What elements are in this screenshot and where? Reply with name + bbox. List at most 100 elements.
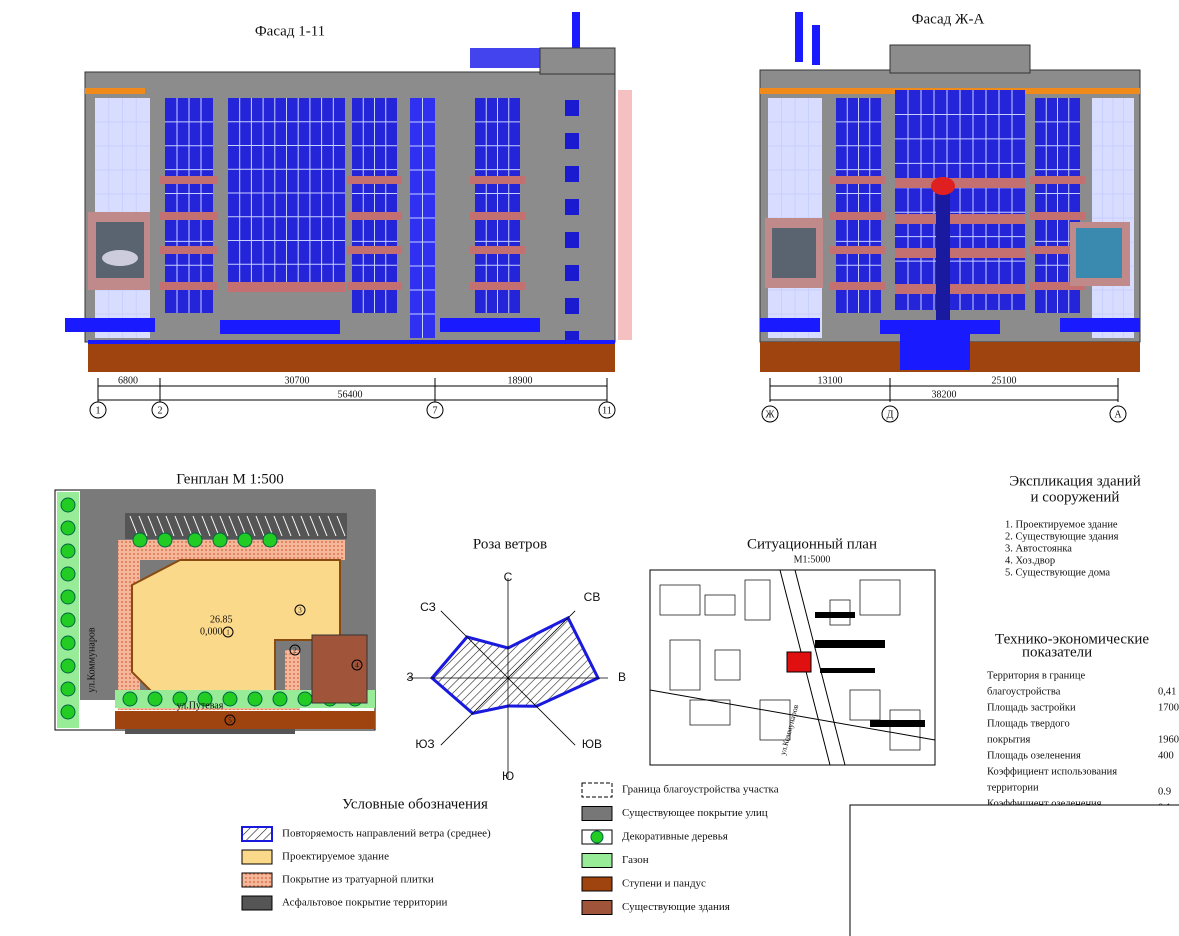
parking-stall [228,515,238,537]
legend-swatch [241,872,273,888]
legend-swatch [581,806,613,821]
axis-marker [761,405,779,423]
band [160,212,218,220]
direction-label: СВ [584,590,601,604]
dimension: 13100 [818,375,843,386]
parking-stall [201,515,211,537]
block [849,689,881,721]
axis-marker [89,401,107,419]
parking-stall [183,515,193,537]
wind-axis [507,610,576,679]
dimension: 30700 [285,375,310,386]
band [470,176,525,184]
explication-title: и сооружений [1031,489,1120,505]
axis-label: 1 [96,405,101,416]
marker-label: 4 [355,662,359,670]
axis-marker [426,401,444,419]
indicator-label: покрытия [987,734,1030,745]
block [714,649,741,681]
dimension: 25100 [992,375,1017,386]
band [160,176,218,184]
block [689,699,731,726]
wind-axis [440,677,509,746]
block [859,579,901,616]
axis-label: 7 [433,405,438,416]
tree [60,497,76,513]
band [895,178,1025,188]
axis-label: А [1114,409,1122,420]
tree [60,520,76,536]
existing-house [815,612,855,618]
sign [760,318,820,332]
parking-stall [192,515,202,537]
facade-trim [618,90,632,340]
billboard [772,228,816,278]
sign [1060,318,1140,332]
plinth [88,342,615,372]
billboard [1076,228,1122,278]
block [759,699,791,741]
marker-label: 2 [293,647,297,655]
window [565,232,579,248]
street-label: ул.Путевая [177,700,224,711]
tree [60,589,76,605]
tree [212,532,228,548]
dimension: 18900 [508,375,533,386]
elevation: 26.85 [210,614,233,625]
parking-stall [210,515,220,537]
explication-item: 5. Существующие дома [1005,567,1110,578]
existing-house [820,668,875,673]
parking-stall [273,515,283,537]
plan-marker [351,659,363,671]
street-edge [649,689,936,741]
tree [60,681,76,697]
wind-axis [507,677,576,746]
axis-label: 11 [602,405,612,416]
legend-swatch [581,782,613,798]
tree [297,691,313,707]
band [347,246,402,254]
tree [172,691,188,707]
facade-title: Фасад Ж-А [912,11,985,27]
parking-stall [246,515,256,537]
parking-stall [291,515,301,537]
title-block [849,804,1179,936]
tree [60,566,76,582]
wind-rose-title: Роза ветров [473,536,547,552]
band [1030,246,1085,254]
tree [122,691,138,707]
parking-stall [300,515,310,537]
roof-block [470,48,540,68]
genplan-title: Генплан М 1:500 [176,471,283,487]
band [895,248,1025,258]
street-edge [794,569,846,766]
pylon [936,180,950,340]
direction-label: ЮЗ [415,737,434,751]
legend-label: Проектируемое здание [282,851,389,863]
window [565,100,579,116]
emblem [931,177,955,195]
tree [247,691,263,707]
marker-label: 1 [226,629,230,637]
indicator-value: 0.9 [1158,786,1171,797]
indicator-value: 0,41 [1158,686,1176,697]
legend-tree [590,830,604,844]
tree [60,658,76,674]
indicator-label: Коэффициент озеленения [987,798,1102,809]
legend-swatch [581,900,613,915]
direction-label: Ю [502,769,514,783]
indicator-label: территории [987,782,1039,793]
legend-label: Асфальтовое покрытие территории [282,897,448,909]
legend-label: Ступени и пандус [622,878,706,890]
parking-stall [318,515,328,537]
indicator-value: 400 [1158,750,1174,761]
tree [60,612,76,628]
window [565,199,579,215]
dimension: 56400 [338,389,363,400]
tree [222,691,238,707]
direction-label: СЗ [420,600,436,614]
indicator-label: Коэффициент использования [987,766,1117,777]
proposed-building [131,559,341,701]
band [1030,176,1085,184]
